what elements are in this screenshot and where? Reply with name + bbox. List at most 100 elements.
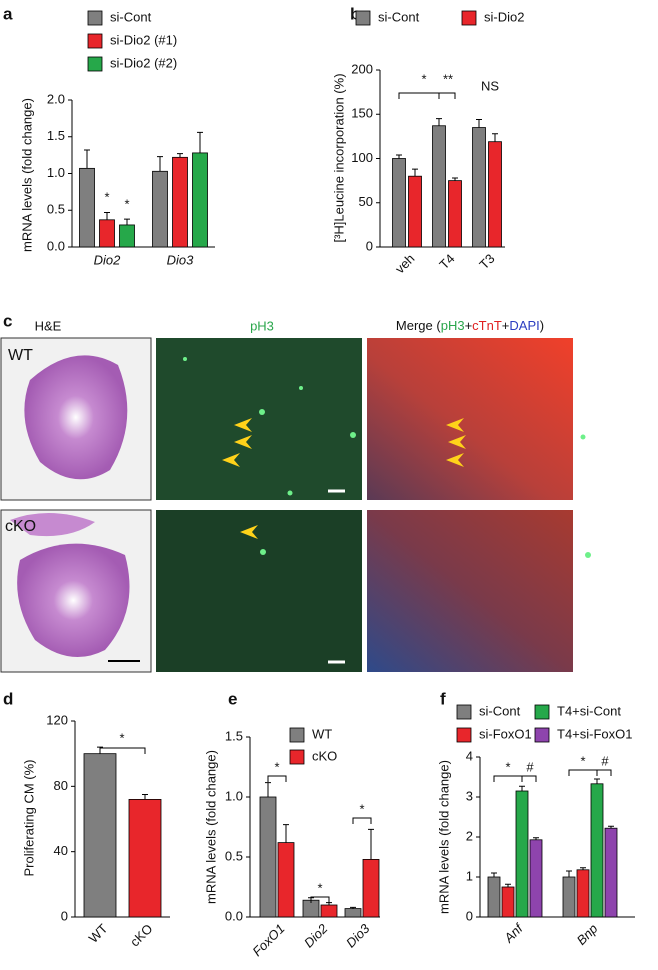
bracket [596,769,612,776]
panel-letter: d [3,689,13,708]
y-tick-label: 3 [466,788,473,803]
legend-label: si-Dio2 [484,9,524,24]
bar [320,904,338,918]
error-bar [491,872,497,877]
annotation: * [274,759,279,774]
error-bar [283,824,289,843]
error-bar [368,828,374,860]
y-tick-label: 1.5 [225,728,243,743]
y-tick-label: 40 [54,843,68,858]
error-bar [197,131,203,153]
bar [79,167,95,248]
y-tick-label: 0 [466,908,473,923]
legend-label: si-FoxO1 [479,726,532,741]
column-heading: Merge (pH3+cTnT+DAPI) [396,318,544,333]
bar [192,152,208,248]
bracket [310,896,330,903]
nuclei [183,357,591,558]
bar [277,842,295,918]
bar [408,175,422,248]
annotation: ** [443,71,453,86]
error-bar [124,218,130,225]
error-bar [505,883,511,887]
atrium [10,512,95,537]
annotation: * [124,196,129,211]
error-bar [265,782,271,797]
bracket [99,747,146,754]
error-bar [608,825,614,829]
merge-image [367,510,573,672]
y-axis-label: Proliferating CM (%) [21,759,36,876]
heart-section [24,355,128,480]
annotation: * [421,71,426,86]
bar [83,753,117,918]
bar [501,886,515,918]
bar [604,827,618,918]
bracket [521,775,537,782]
y-tick-label: 2.0 [47,91,65,106]
annotation: * [505,759,510,774]
bar [172,156,188,248]
bar [344,908,362,918]
y-tick-label: 0.0 [225,908,243,923]
y-tick-label: 0.5 [47,202,65,217]
heading-part: Merge ( [396,318,441,333]
ph3-image [156,510,362,672]
annotation: * [317,880,322,895]
error-bar [104,211,110,220]
panel-letter: a [3,4,13,23]
legend-label: WT [312,726,332,741]
annotation: * [580,753,585,768]
x-tick-label: Dio3 [343,920,373,950]
bar [487,876,501,918]
y-tick-label: 0.0 [47,238,65,253]
bar [392,158,406,248]
y-tick-label: 2 [466,828,473,843]
error-bar [533,837,539,840]
legend-swatch [456,727,472,743]
annotation: * [104,189,109,204]
x-tick-label: WT [86,921,111,946]
legend-label: si-Cont [479,703,521,718]
annotation: NS [481,78,499,93]
bar [99,219,115,248]
ph3-image [156,338,362,500]
bar [119,224,135,248]
error-bar [412,168,418,177]
panel-letter: c [3,311,12,330]
y-tick-label: 1.5 [47,128,65,143]
error-bar [476,119,482,128]
error-bar [452,177,458,181]
heading-part: cTnT [472,318,502,333]
arrowheads [222,418,466,539]
y-tick-label: 1.0 [225,788,243,803]
bar [259,796,277,918]
bar [432,125,446,248]
x-tick-label: Dio3 [167,252,195,267]
bar [562,876,576,918]
error-bar [566,870,572,877]
x-tick-label: Dio2 [94,252,122,267]
column-heading: pH3 [250,318,274,333]
error-bar [350,906,356,909]
legend-swatch [289,749,305,765]
error-bar [142,794,148,800]
y-tick-label: 0 [61,908,68,923]
error-bar [492,133,498,142]
error-bar [519,785,525,791]
heading-part: pH3 [441,318,465,333]
legend-swatch [534,704,550,720]
heart-section [17,543,130,658]
legend-label: T4+si-FoxO1 [557,726,633,741]
legend-swatch [534,727,550,743]
x-tick-label: cKO [127,921,155,949]
bar [362,859,380,918]
bracket [352,817,372,824]
bracket [493,775,523,782]
bracket [568,769,598,776]
legend-swatch [87,33,103,49]
legend-swatch [87,56,103,72]
error-bar [177,153,183,158]
annotation: # [601,753,609,768]
